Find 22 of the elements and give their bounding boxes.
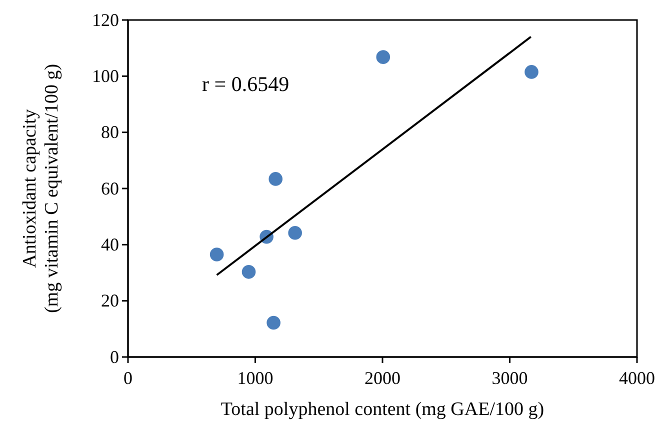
y-tick-label: 20	[101, 290, 119, 311]
x-axis-title: Total polyphenol content (mg GAE/100 g)	[220, 399, 544, 420]
y-tick-label: 40	[101, 234, 119, 254]
x-tick-label: 3000	[492, 368, 528, 388]
y-tick-label: 120	[92, 10, 119, 30]
x-tick-label: 1000	[237, 368, 274, 388]
x-tick-label: 4000	[619, 368, 655, 388]
point	[242, 265, 256, 279]
y-tick-label: 100	[92, 66, 119, 86]
point	[210, 248, 224, 262]
point	[266, 316, 280, 330]
y-tick-label: 80	[101, 122, 119, 142]
point	[524, 65, 538, 79]
y-tick-label: 0	[110, 346, 119, 367]
x-tick-label: 0	[124, 368, 132, 388]
point	[268, 172, 283, 186]
annotation: r = 0.6549	[202, 72, 290, 96]
y-axis-title: Antioxidant capacity (mg vitamin C equivalent/100 g)	[20, 64, 62, 314]
x-tick-label: 2000	[364, 368, 400, 388]
y-tick-label: 60	[101, 178, 119, 198]
point	[376, 50, 390, 64]
point	[288, 226, 302, 240]
